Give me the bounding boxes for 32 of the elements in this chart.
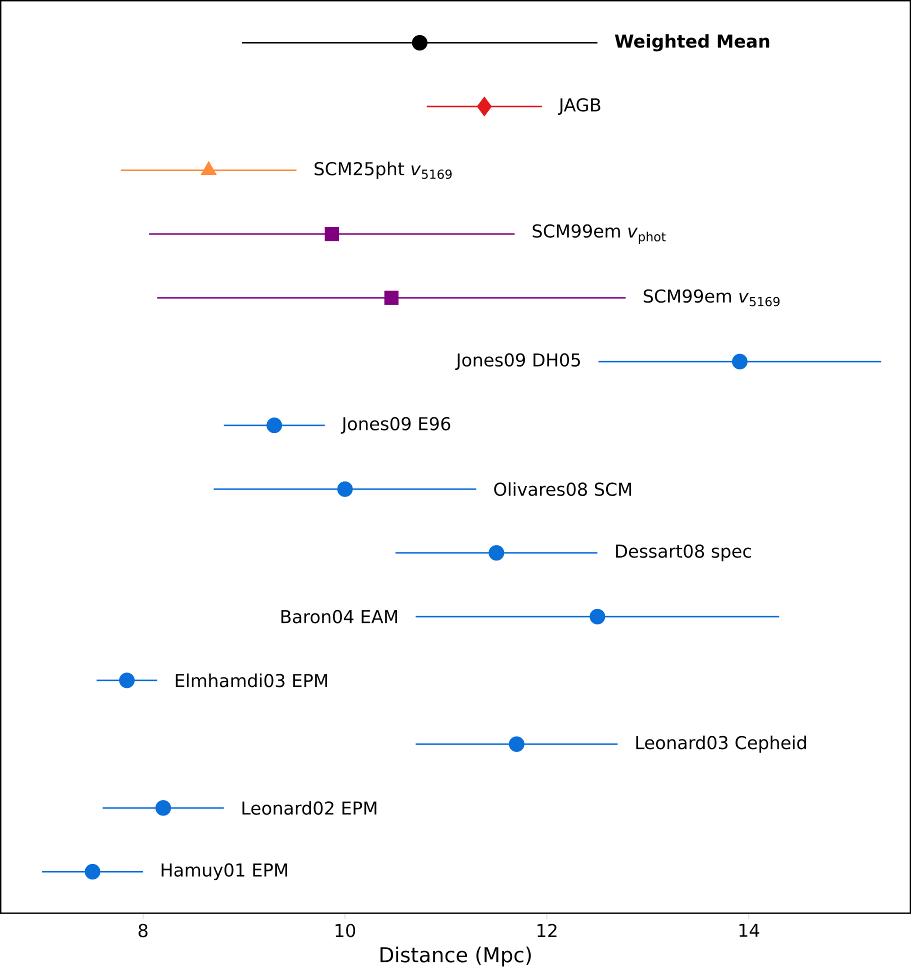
x-axis-title: Distance (Mpc) bbox=[380, 946, 531, 966]
point bbox=[84, 864, 100, 880]
x-tick-label: 12 bbox=[538, 924, 556, 937]
point bbox=[476, 96, 492, 116]
point bbox=[488, 545, 504, 561]
point bbox=[119, 672, 135, 688]
x-tick-label: 8 bbox=[138, 924, 148, 938]
y-tick-label: Leonard03 Cepheid bbox=[636, 736, 806, 753]
y-tick-label: Jones09 E96 bbox=[340, 416, 450, 434]
point bbox=[266, 418, 282, 434]
point bbox=[155, 800, 171, 816]
y-tick-label: Baron04 EAM bbox=[281, 610, 397, 624]
x-tick-label: 14 bbox=[739, 924, 760, 937]
point bbox=[384, 290, 398, 305]
y-tick-label: Jones09 DH05 bbox=[455, 353, 580, 370]
y-tick-label: SCM99em v$_{5169}$ bbox=[644, 289, 780, 306]
y-tick-label: Leonard02 EPM bbox=[242, 801, 376, 815]
point bbox=[732, 354, 748, 370]
point bbox=[412, 34, 428, 51]
y-tick-label: Olivares08 SCM bbox=[494, 482, 631, 496]
y-tick-label: SCM99em v$_{phot}$ bbox=[532, 224, 666, 244]
x-tick-label: 10 bbox=[336, 924, 356, 938]
point bbox=[508, 736, 524, 752]
y-tick-label: Hamuy01 EPM bbox=[162, 863, 287, 880]
y-tick-label: SCM25pht v$_{5169}$ bbox=[314, 162, 452, 179]
y-tick-label: Dessart08 spec bbox=[616, 544, 751, 562]
y-tick-label: Weighted Mean bbox=[614, 34, 770, 52]
y-tick-label: Elmhamdi03 EPM bbox=[176, 674, 327, 688]
point bbox=[324, 226, 339, 242]
point bbox=[590, 608, 606, 624]
y-tick-label: JAGB bbox=[558, 98, 600, 115]
point bbox=[337, 481, 353, 497]
